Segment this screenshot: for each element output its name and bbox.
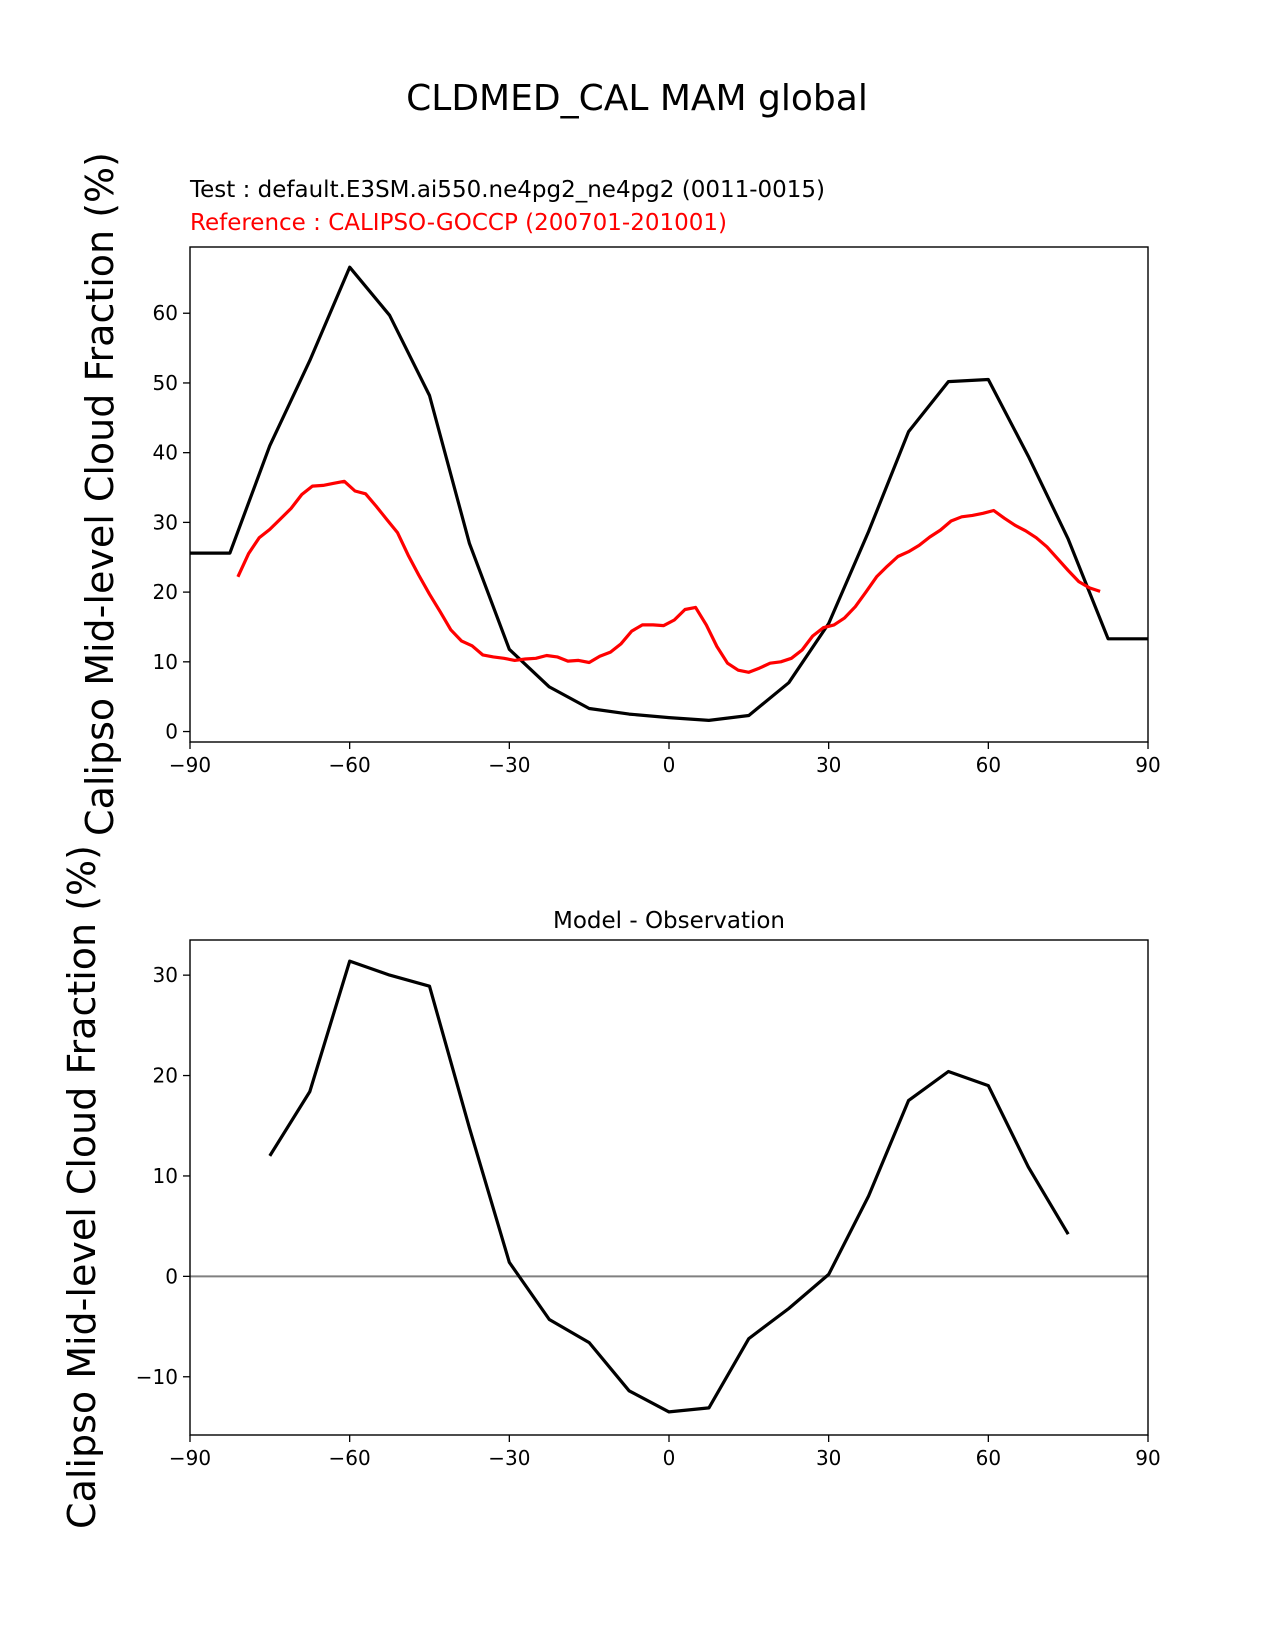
- top-panel: −90 −60 −30 0 30 60 90 0 10 20 30 40 50 60 Calipso Mid…: [78, 152, 1161, 836]
- x-tick-label: −60: [329, 1446, 371, 1470]
- x-tick-label: 0: [663, 1446, 676, 1470]
- y-tick-label: 20: [153, 580, 178, 604]
- y-tick-label: 30: [153, 510, 178, 534]
- x-tick-label: −90: [169, 1446, 211, 1470]
- y-tick-label: 60: [153, 301, 178, 325]
- y-tick-label: 30: [153, 963, 178, 987]
- y-tick-label: 0: [165, 720, 178, 744]
- test-label: Test : default.E3SM.ai550.ne4pg2_ne4pg2 …: [189, 177, 825, 203]
- x-tick-label: 30: [816, 753, 841, 777]
- x-tick-label: 0: [663, 753, 676, 777]
- y-tick-label: 10: [153, 1164, 178, 1188]
- y-tick-label: 10: [153, 650, 178, 674]
- bottom-panel: Model - Observation −90 −60 −30 0 30 60 90 −10 0 1…: [60, 845, 1161, 1529]
- x-tick-label: −30: [488, 1446, 530, 1470]
- x-tick-label: 60: [976, 1446, 1001, 1470]
- y-tick-label: −10: [136, 1365, 178, 1389]
- y-axis-label: Calipso Mid-level Cloud Fraction (%): [78, 152, 122, 836]
- test-series-line: [190, 265, 1148, 723]
- figure-title: CLDMED_CAL MAM global: [406, 78, 868, 119]
- x-tick-label: −60: [329, 753, 371, 777]
- y-tick-label: 0: [165, 1264, 178, 1288]
- panel-title: Model - Observation: [553, 908, 785, 934]
- x-tick-label: 30: [816, 1446, 841, 1470]
- x-tick-label: 60: [976, 753, 1001, 777]
- reference-series-line: [236, 479, 1101, 674]
- y-tick-label: 50: [153, 371, 178, 395]
- x-tick-label: −90: [169, 753, 211, 777]
- y-tick-label: 20: [153, 1064, 178, 1088]
- axes-frame: [189, 246, 1149, 743]
- x-tick-label: 90: [1135, 1446, 1160, 1470]
- difference-series-line: [268, 959, 1070, 1414]
- reference-label: Reference : CALIPSO-GOCCP (200701-201001…: [190, 210, 727, 236]
- y-tick-label: 40: [153, 441, 178, 465]
- x-tick-label: 90: [1135, 753, 1160, 777]
- y-axis-label: Calipso Mid-level Cloud Fraction (%): [60, 845, 104, 1529]
- x-tick-label: −30: [488, 753, 530, 777]
